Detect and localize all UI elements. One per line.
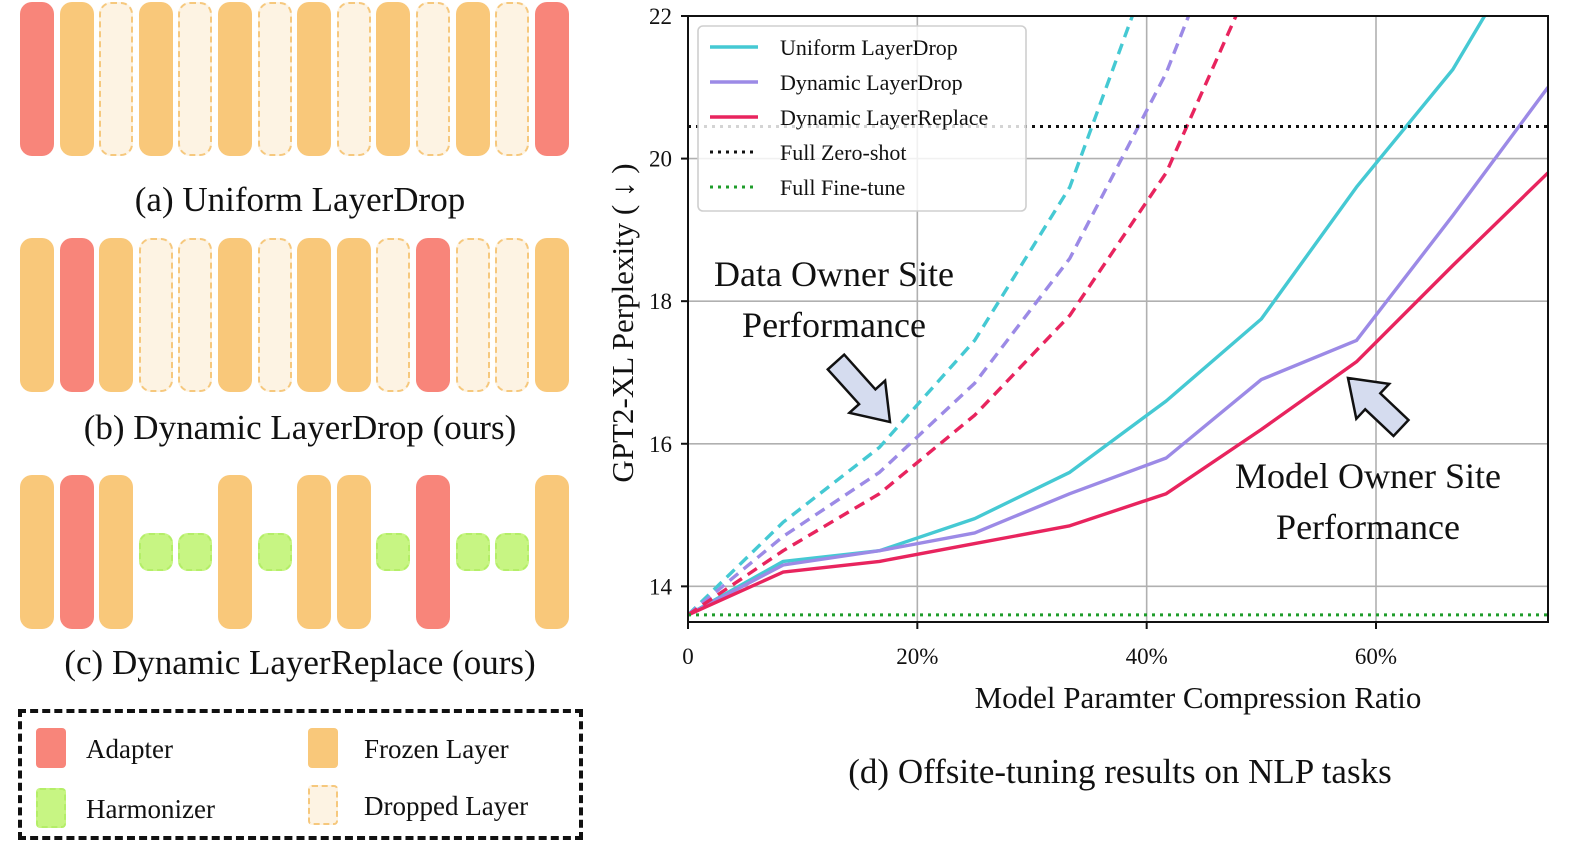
y-tick-label: 20 [649,147,672,172]
model-owner-annotation: Model Owner Site [1235,456,1501,496]
x-tick-label: 40% [1126,644,1168,669]
adapter-layer [20,2,54,156]
frozen-layer [534,475,569,629]
layer-diagrams-panel: (a) Uniform LayerDrop (b) Dynamic LayerD… [0,0,600,851]
data-owner-annotation: Data Owner Site [714,254,954,294]
frozen-layer [20,238,54,392]
dynamic-layerdrop-solid-line [688,86,1548,617]
harmonizer-block [455,533,490,571]
y-tick-label: 18 [649,289,672,314]
frozen-layer [376,2,411,156]
harmonizer-block [257,533,292,571]
adapter-layer [534,2,569,156]
frozen-layer [297,2,332,156]
perplexity-line-chart: 0 20% 40% 60% 14 16 18 20 22 Model Paramter Compr… [605,4,1549,715]
y-tick-label: 16 [649,432,672,457]
caption-dynamic-layerdrop: (b) Dynamic LayerDrop (ours) [83,408,517,447]
dynamic-layerdrop-dashed-line [688,16,1191,617]
harmonizer-block [376,533,411,571]
dropped-layer [178,2,213,156]
frozen-layer [455,2,490,156]
axes: 0 20% 40% 60% 14 16 18 20 22 Model Paramter Compr… [605,4,1549,715]
dropped-layer [138,238,173,392]
y-axis-label: GPT2-XL Perplexity ( ↓ ) [605,163,640,482]
frozen-layer [99,475,134,629]
legend-label: Dynamic LayerDrop [780,70,963,95]
frozen-layer [138,2,173,156]
dropped-layer [257,238,292,392]
x-tick-label: 60% [1355,644,1397,669]
frozen-layer [59,2,94,156]
frozen-layer [336,238,371,392]
legend-dropped-label: Dropped Layer [364,791,529,821]
series-lines [688,16,1548,617]
annotations: Data Owner Site Performance Model Owner Si… [714,254,1501,547]
legend-frozen-label: Frozen Layer [364,734,509,764]
legend-harmonizer-label: Harmonizer [86,794,215,824]
data-owner-annotation: Performance [742,305,926,345]
adapter-layer [59,475,94,629]
chart-legend: Uniform LayerDrop Dynamic LayerDrop Dynami… [697,25,1027,212]
dropped-layer [495,2,530,156]
legend-label: Uniform LayerDrop [780,35,958,60]
x-tick-label: 20% [896,644,938,669]
harmonizer-swatch [36,788,66,828]
harmonizer-block [138,533,173,571]
dropped-layer [376,238,411,392]
model-owner-annotation: Performance [1276,507,1460,547]
dropped-layer [99,2,134,156]
dropped-layer-swatch [308,785,338,825]
caption-dynamic-layerreplace: (c) Dynamic LayerReplace (ours) [64,643,536,682]
legend-frame [697,25,1027,212]
dropped-layer [495,238,530,392]
dynamic-layerreplace-dashed-line [688,16,1238,617]
legend-label: Dynamic LayerReplace [780,105,988,130]
frozen-layer [99,238,134,392]
adapter-swatch [36,728,66,768]
dropped-layer [178,238,213,392]
legend-adapter-label: Adapter [86,734,173,764]
frozen-layer [534,238,569,392]
caption-uniform-layerdrop: (a) Uniform LayerDrop [134,180,466,219]
adapter-layer [416,475,450,629]
uniform-layerdrop-dashed-line [688,16,1135,617]
x-axis-label: Model Paramter Compression Ratio [975,680,1422,715]
harmonizer-block [495,533,530,571]
dropped-layer [336,2,371,156]
frozen-layer [20,475,54,629]
dropped-layer [257,2,292,156]
frozen-layer [218,2,252,156]
frozen-layer [336,475,371,629]
y-tick-label: 14 [649,574,673,599]
adapter-layer [59,238,94,392]
frozen-layer [297,238,332,392]
legend-label: Full Fine-tune [780,175,905,200]
frozen-layer-swatch [308,728,338,768]
adapter-layer [416,238,450,392]
y-tick-label: 22 [649,4,672,29]
model-owner-arrow [1346,376,1411,438]
frozen-layer [218,238,252,392]
dropped-layer [455,238,490,392]
layer-legend: Adapter Harmonizer Frozen Layer Dropped … [18,709,583,840]
plot-frame [687,15,1549,623]
x-tick-label: 0 [682,644,694,669]
data-owner-arrow [826,352,892,424]
frozen-layer [218,475,252,629]
dropped-layer [416,2,450,156]
harmonizer-block [178,533,213,571]
dynamic-layerreplace-solid-line [688,171,1548,617]
legend-label: Full Zero-shot [780,140,907,165]
frozen-layer [297,475,332,629]
uniform-layerdrop-solid-line [688,16,1487,617]
chart-caption: (d) Offsite-tuning results on NLP tasks [848,752,1392,791]
